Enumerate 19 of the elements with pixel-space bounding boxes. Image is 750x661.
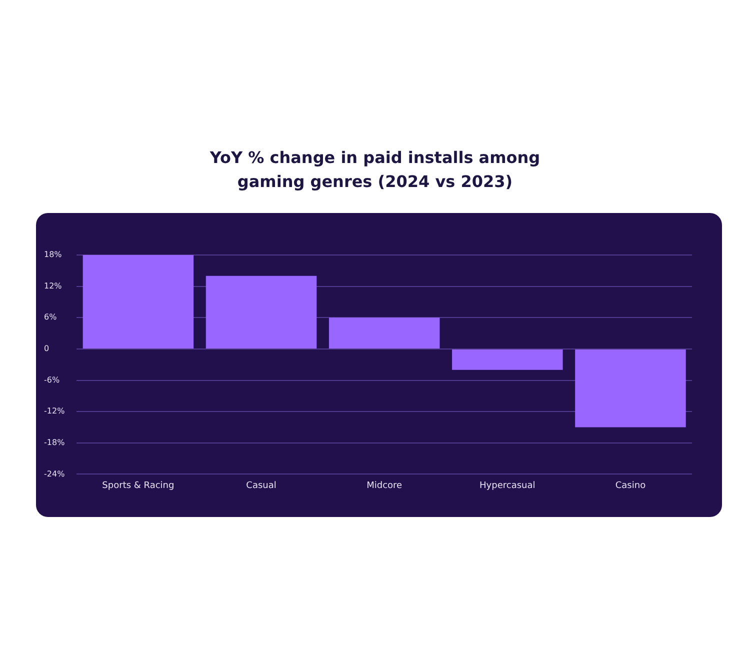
bar: [206, 276, 317, 348]
bar: [452, 349, 563, 370]
y-tick-label: 0: [44, 344, 50, 354]
x-tick-label: Midcore: [366, 480, 403, 491]
y-tick-label: -18%: [44, 438, 66, 447]
bar: [328, 318, 440, 348]
x-tick-label: Casual: [246, 480, 276, 491]
y-tick-label: 6%: [44, 312, 58, 322]
x-tick-label: Hypercasual: [480, 480, 536, 491]
y-tick-label: -12%: [44, 406, 66, 416]
y-tick-label: -24%: [44, 469, 66, 478]
bar: [575, 349, 686, 428]
chart-title: YoY % change in paid installs among gaming genres (2024 vs 2023): [208, 147, 542, 193]
y-tick-label: 18%: [44, 250, 62, 260]
x-tick-label: Sports & Racing: [102, 480, 174, 491]
x-tick-label: Casino: [615, 480, 646, 491]
y-tick-label: 12%: [44, 281, 62, 290]
bar: [82, 255, 194, 348]
y-tick-label: -6%: [44, 375, 60, 384]
